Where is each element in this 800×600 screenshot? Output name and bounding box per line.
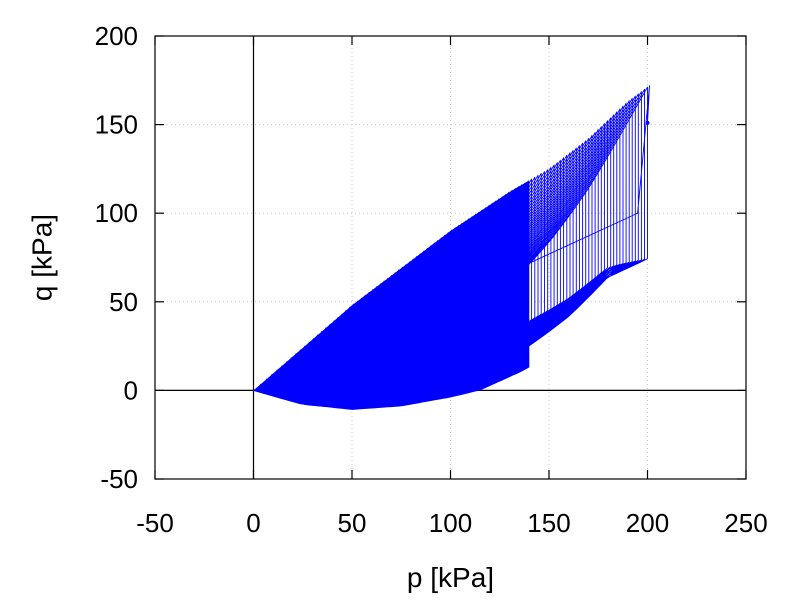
y-tick-label: 50 — [109, 287, 138, 317]
y-tick-label: 150 — [95, 110, 138, 140]
x-axis-label: p [kPa] — [407, 562, 494, 593]
y-tick-labels: -50 0 50 100 150 200 — [95, 21, 138, 494]
tick-marks — [154, 35, 747, 480]
x-tick-label: 50 — [338, 508, 367, 538]
x-tick-label: 0 — [246, 508, 260, 538]
x-tick-labels: -50 0 50 100 150 200 250 — [136, 508, 767, 538]
x-tick-label: 250 — [724, 508, 767, 538]
y-tick-label: 200 — [95, 21, 138, 51]
x-tick-label: 100 — [429, 508, 472, 538]
x-tick-label: 200 — [626, 508, 669, 538]
series-dense-region — [253, 180, 530, 410]
y-tick-label: 0 — [124, 375, 138, 405]
x-tick-label: -50 — [136, 508, 174, 538]
x-tick-label: 150 — [527, 508, 570, 538]
y-axis-label: q [kPa] — [26, 214, 57, 301]
y-tick-label: 100 — [95, 198, 138, 228]
series-layer — [253, 85, 650, 410]
y-tick-label: -50 — [100, 464, 138, 494]
series-end-point — [645, 120, 650, 125]
